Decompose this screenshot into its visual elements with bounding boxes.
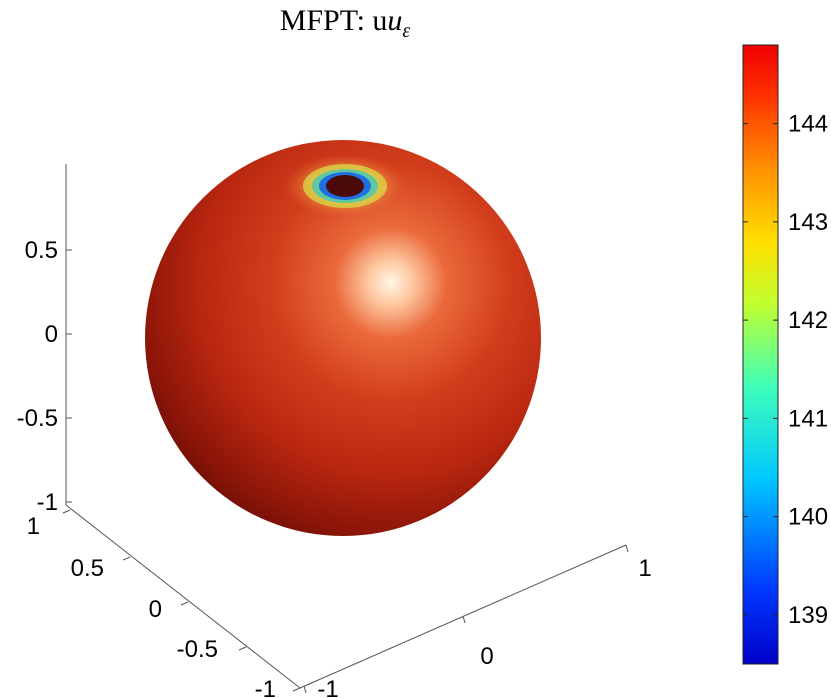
colorbar-tick-label: 143 <box>788 209 828 236</box>
y-tick-label: 0 <box>149 596 162 623</box>
y-tick-label: 0.5 <box>71 555 104 582</box>
y-axis-line <box>65 504 301 689</box>
title-subscript: ε <box>402 20 410 42</box>
y-tick-mark <box>180 601 189 606</box>
x-tick-mark <box>303 685 307 694</box>
x-tick-labels: 1 0 -1 <box>317 555 651 698</box>
x-tick-label: -1 <box>317 676 338 698</box>
colorbar-tick-label: 141 <box>788 405 828 432</box>
y-tick-mark <box>292 687 301 692</box>
z-tick-labels: 0.5 0 -0.5 -1 <box>17 237 58 516</box>
z-tick-label: 0.5 <box>25 237 58 264</box>
y-tick-mark <box>62 509 71 514</box>
top-dark-spot <box>326 175 364 197</box>
x-tick-label: 1 <box>638 555 651 582</box>
x-tick-label: 0 <box>480 643 493 670</box>
colorbar-tick-label: 140 <box>788 504 828 531</box>
tick-marks <box>62 249 629 694</box>
z-tick-label: 0 <box>45 321 58 348</box>
x-tick-mark <box>462 615 466 624</box>
colorbar-ticks <box>743 123 778 616</box>
y-tick-labels: 1 0.5 0 -0.5 -1 <box>27 513 276 698</box>
title-variable-u: u <box>387 4 402 37</box>
colorbar-tick-label: 142 <box>788 307 828 334</box>
colorbar-tick-label: 139 <box>788 602 828 629</box>
x-tick-mark <box>625 544 629 553</box>
chart-title: MFPT: uuε <box>280 4 411 42</box>
y-tick-mark <box>122 556 131 561</box>
z-tick-label: -0.5 <box>17 405 58 432</box>
y-tick-label: 1 <box>27 513 40 540</box>
y-tick-label: -0.5 <box>177 636 218 663</box>
colorbar-gradient <box>742 44 779 665</box>
sphere-body <box>145 140 541 536</box>
z-tick-label: -1 <box>37 489 58 516</box>
colorbar-tick-labels: 144 143 142 141 140 139 <box>788 111 828 629</box>
colorbar-tick-label: 144 <box>788 111 828 138</box>
y-tick-mark <box>238 646 247 651</box>
sphere-surface <box>145 140 541 536</box>
colorbar: 144 143 142 141 140 139 <box>742 44 828 665</box>
y-tick-label: -1 <box>255 676 276 698</box>
